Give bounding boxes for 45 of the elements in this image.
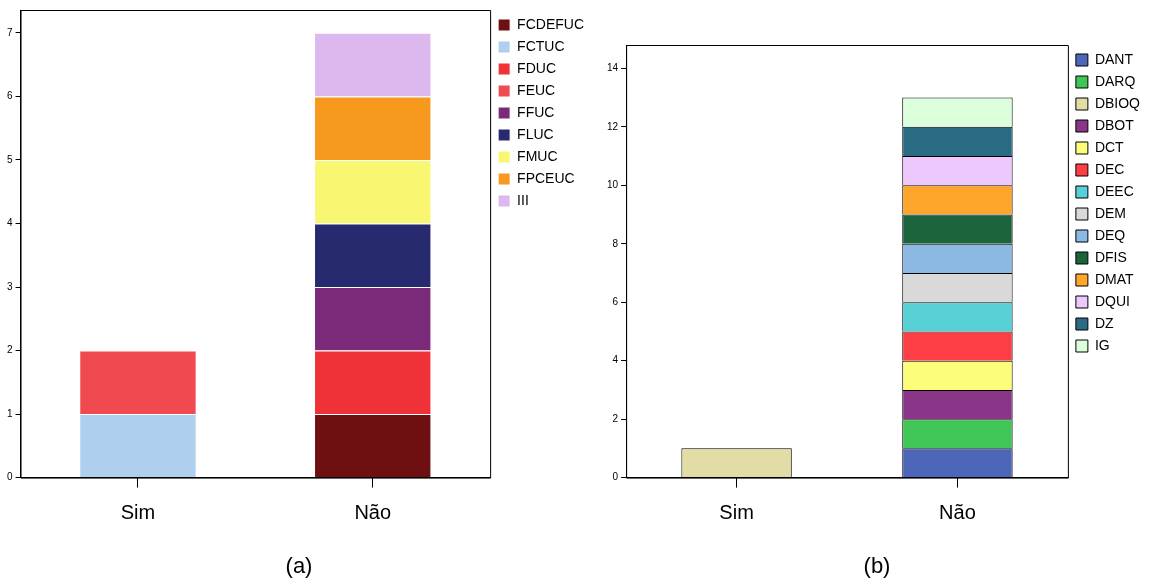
text: (a) bbox=[285, 552, 313, 578]
y-tick-label: 0 bbox=[7, 471, 13, 483]
legend-label: FFUC bbox=[517, 103, 555, 120]
y-tick-label: 12 bbox=[607, 120, 619, 132]
y-tick-label: 2 bbox=[7, 344, 13, 356]
y-tick-label: 6 bbox=[7, 90, 13, 102]
x-tick-label: Sim bbox=[120, 501, 156, 524]
legend-label: DANT bbox=[1094, 50, 1134, 67]
legend-label: FCTUC bbox=[517, 37, 565, 54]
x-tick-label: Não bbox=[354, 501, 392, 524]
legend-label: IG bbox=[1094, 336, 1110, 353]
legend-label: DFIS bbox=[1094, 248, 1127, 265]
legend-label: FEUC bbox=[517, 81, 556, 98]
y-tick-label: 3 bbox=[7, 280, 13, 292]
y-tick-label: 14 bbox=[607, 62, 619, 74]
legend-label: DZ bbox=[1094, 314, 1114, 331]
y-tick-label: 10 bbox=[607, 179, 619, 191]
legend-label: FDUC bbox=[517, 59, 557, 76]
legend-label: FPCEUC bbox=[517, 169, 575, 186]
legend-label: DEC bbox=[1094, 160, 1125, 177]
legend-label: DQUI bbox=[1094, 292, 1130, 309]
text: (b) bbox=[863, 552, 891, 578]
legend-label: DEQ bbox=[1094, 226, 1126, 243]
legend-label: DCT bbox=[1094, 138, 1125, 155]
y-tick-label: 8 bbox=[612, 237, 619, 249]
y-tick-label: 0 bbox=[612, 471, 619, 483]
x-tick-label: Não bbox=[939, 501, 976, 524]
y-tick-label: 6 bbox=[612, 295, 619, 307]
y-tick-label: 5 bbox=[7, 153, 13, 165]
y-tick-label: 2 bbox=[612, 412, 619, 424]
y-tick-label: 4 bbox=[7, 217, 13, 229]
legend-label: DEM bbox=[1094, 204, 1127, 221]
legend-label: DBOT bbox=[1094, 116, 1135, 133]
legend-label: DMAT bbox=[1094, 270, 1134, 287]
legend-label: FLUC bbox=[517, 125, 554, 142]
y-tick-label: 4 bbox=[612, 354, 619, 366]
legend-label: FCDEFUC bbox=[517, 15, 585, 32]
y-tick-label: 7 bbox=[7, 26, 13, 38]
y-tick-label: 1 bbox=[7, 407, 13, 419]
x-tick-label: Sim bbox=[719, 501, 754, 524]
legend-label: DEEC bbox=[1094, 182, 1134, 199]
legend-label: III bbox=[517, 191, 529, 208]
legend-label: DARQ bbox=[1094, 72, 1136, 89]
legend-label: FMUC bbox=[517, 147, 558, 164]
legend-label: DBIOQ bbox=[1094, 94, 1141, 111]
